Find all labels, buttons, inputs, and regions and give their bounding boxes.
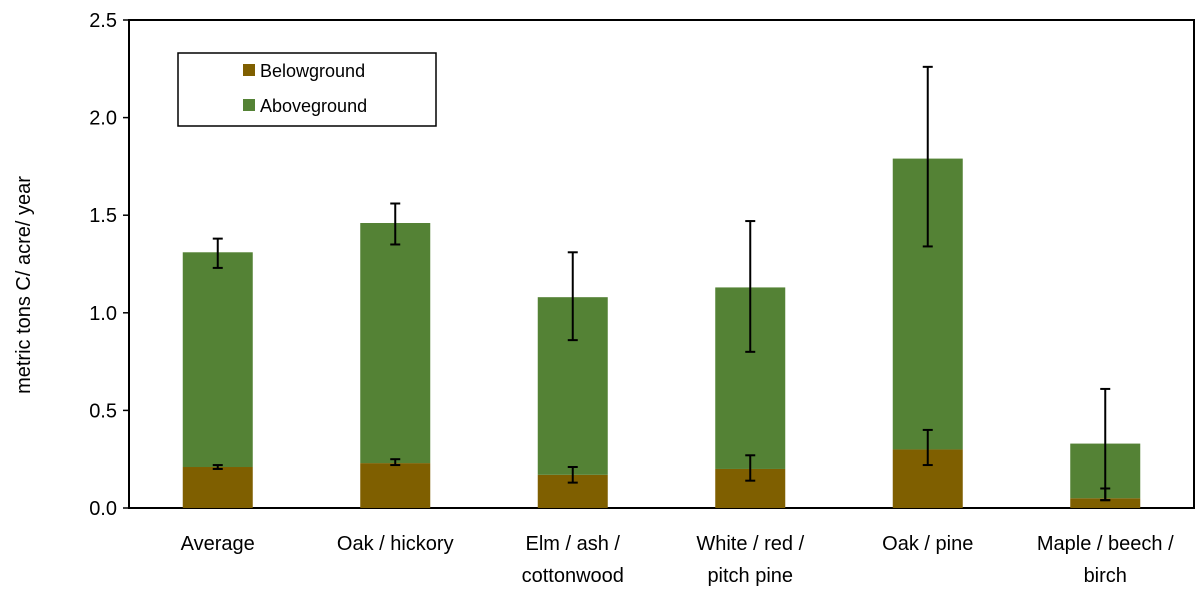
bars-group [182,158,1141,508]
x-tick-label: White / red / [696,533,804,555]
y-tick-label: 0.0 [89,498,117,520]
legend-box [177,52,437,127]
bar-aboveground [182,252,253,468]
plot-frame [128,19,1195,509]
bar-aboveground [360,223,431,464]
y-tick-label: 2.0 [89,108,117,130]
y-tick-label: 2.5 [89,10,117,32]
legend-swatch [243,99,255,111]
error-bars-group [212,65,1111,502]
y-tick-label: 1.0 [89,303,117,325]
x-tick-label: Oak / hickory [337,533,454,555]
legend-swatch [243,64,255,76]
bar-belowground [1070,498,1141,508]
plot-border [128,19,1195,509]
legend-label: Aboveground [260,96,367,116]
x-tick-label: Elm / ash / [526,533,621,555]
x-tick-label: cottonwood [522,565,624,587]
x-tick-label: Average [181,533,255,555]
x-tick-label: Oak / pine [882,533,973,555]
y-axis-label: metric tons C/ acre/ year [13,176,35,394]
bar-belowground [360,463,431,508]
x-tick-label: birch [1084,565,1127,587]
legend-label: Belowground [260,61,365,81]
bar-belowground [182,467,253,508]
y-tick-label: 0.5 [89,400,117,422]
y-tick-label: 1.5 [89,205,117,227]
x-tick-label: Maple / beech / [1037,533,1174,555]
legend: Belowground Aboveground [177,52,437,127]
x-tick-label: pitch pine [707,565,793,587]
y-axis: 0.0 0.5 1.0 1.5 2.0 2.5 [89,10,129,520]
x-axis: Average Oak / hickory Elm / ash / cottonwoo… [181,533,1174,587]
